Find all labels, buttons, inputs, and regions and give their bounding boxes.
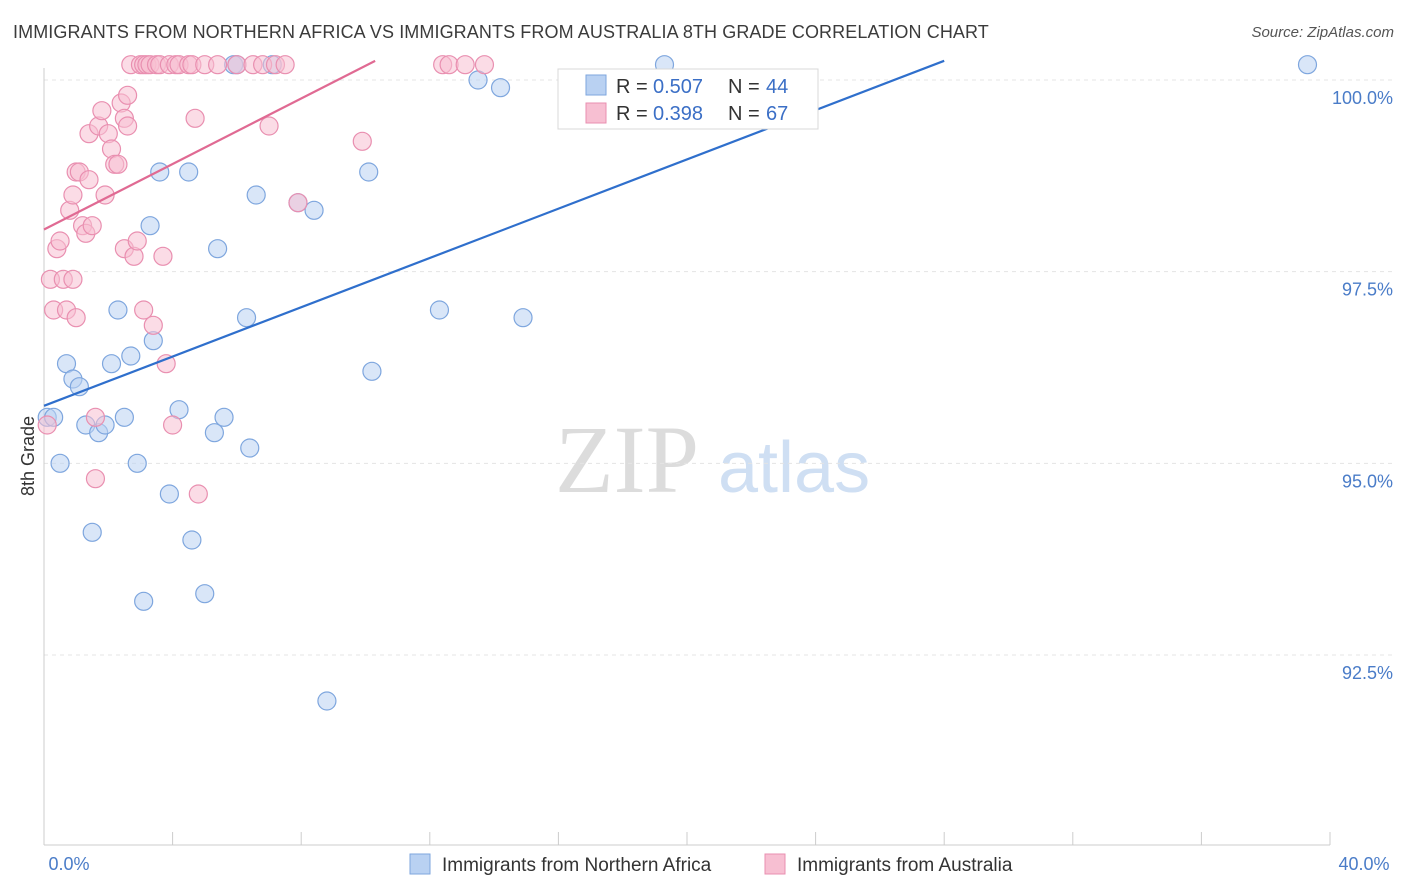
point-northern-africa-34 [304, 200, 324, 220]
series-legend-swatch-blue [409, 853, 431, 875]
legend-n-label-pink: N = [728, 103, 760, 125]
point-australia-34 [127, 231, 147, 251]
point-northern-africa-11 [108, 300, 128, 320]
point-northern-africa-40 [490, 78, 511, 98]
y-tick-label-3: 92.5% [1342, 663, 1393, 683]
point-northern-africa-24 [204, 423, 224, 443]
point-northern-africa-43 [1297, 55, 1318, 75]
point-australia-44 [156, 354, 176, 374]
point-australia-4 [50, 231, 70, 251]
point-northern-africa-12 [114, 407, 134, 427]
point-australia-58 [259, 116, 279, 136]
legend-r-label-pink: R = [616, 103, 648, 125]
point-northern-africa-2 [50, 453, 70, 473]
point-australia-54 [208, 55, 228, 75]
point-northern-africa-23 [195, 584, 215, 604]
point-northern-africa-19 [159, 484, 179, 504]
stats-legend: R = 0.507 N = 44 R = 0.398 N = 67 [557, 68, 819, 130]
point-northern-africa-26 [214, 407, 234, 427]
series-legend-label-pink: Immigrants from Australia [797, 855, 1013, 876]
point-australia-52 [188, 484, 208, 504]
point-australia-37 [134, 300, 154, 320]
point-australia-16 [79, 170, 99, 190]
point-northern-africa-14 [127, 453, 147, 473]
legend-r-value-blue: 0.507 [653, 76, 703, 98]
chart-title: IMMIGRANTS FROM NORTHERN AFRICA VS IMMIG… [13, 22, 989, 42]
series-northern-africa [37, 55, 1318, 711]
point-northern-africa-41 [513, 308, 533, 328]
y-tick-label-2: 95.0% [1342, 471, 1393, 491]
point-australia-40 [143, 315, 163, 335]
point-northern-africa-15 [134, 591, 154, 611]
point-australia-21 [92, 101, 112, 121]
legend-n-value-pink: 67 [766, 103, 788, 125]
y-axis-label: 8th Grade [18, 416, 38, 496]
point-australia-9 [63, 269, 83, 289]
point-australia-18 [85, 407, 106, 427]
point-australia-10 [66, 308, 86, 328]
x-tick-label-min: 0.0% [48, 854, 89, 874]
point-australia-26 [108, 154, 128, 174]
y-tick-label-1: 97.5% [1342, 280, 1393, 300]
point-australia-51 [185, 108, 205, 128]
point-australia-19 [85, 469, 106, 489]
point-australia-17 [82, 216, 102, 236]
grid [44, 79, 1394, 656]
legend-swatch-pink [585, 102, 607, 124]
x-ticks [43, 832, 1331, 845]
point-northern-africa-21 [179, 162, 199, 182]
point-northern-africa-30 [240, 438, 260, 458]
legend-r-value-pink: 0.398 [653, 103, 703, 125]
point-northern-africa-22 [182, 530, 202, 550]
point-northern-africa-31 [246, 185, 266, 205]
y-tick-labels: 100.0% 97.5% 95.0% 92.5% [1332, 88, 1393, 683]
point-australia-64 [439, 55, 459, 75]
point-australia-62 [352, 131, 372, 151]
point-australia-8 [63, 185, 83, 205]
point-australia-0 [37, 415, 57, 435]
series-legend-swatch-pink [764, 853, 786, 875]
point-northern-africa-37 [362, 361, 382, 381]
point-australia-66 [474, 55, 495, 75]
series-legend: Immigrants from Northern Africa Immigran… [409, 853, 1013, 876]
series-legend-label-blue: Immigrants from Northern Africa [442, 855, 712, 876]
watermark-atlas: atlas [718, 428, 870, 508]
legend-r-label-blue: R = [616, 76, 648, 98]
point-northern-africa-38 [429, 300, 450, 320]
point-northern-africa-29 [236, 308, 257, 328]
trend-line-australia [43, 59, 376, 231]
point-northern-africa-35 [317, 691, 337, 711]
point-australia-43 [153, 246, 173, 266]
point-northern-africa-36 [359, 162, 379, 182]
point-northern-africa-7 [82, 522, 102, 542]
legend-n-value-blue: 44 [766, 76, 788, 98]
point-australia-30 [117, 85, 138, 105]
point-northern-africa-25 [208, 239, 228, 259]
point-australia-61 [288, 193, 308, 213]
point-northern-africa-18 [150, 162, 170, 182]
legend-swatch-blue [585, 74, 607, 96]
point-northern-africa-10 [101, 354, 122, 374]
source-label: Source: ZipAtlas.com [1251, 24, 1394, 41]
x-tick-label-max: 40.0% [1338, 854, 1389, 874]
point-australia-65 [455, 55, 475, 75]
point-australia-46 [163, 415, 183, 435]
y-tick-label-0: 100.0% [1332, 88, 1393, 108]
point-northern-africa-13 [121, 346, 141, 366]
point-australia-55 [227, 55, 247, 75]
point-australia-31 [117, 116, 138, 136]
legend-n-label-blue: N = [728, 76, 760, 98]
point-northern-africa-16 [140, 216, 160, 236]
series-australia [37, 55, 495, 504]
watermark-zip: ZIP [555, 406, 699, 513]
point-australia-60 [275, 55, 295, 75]
